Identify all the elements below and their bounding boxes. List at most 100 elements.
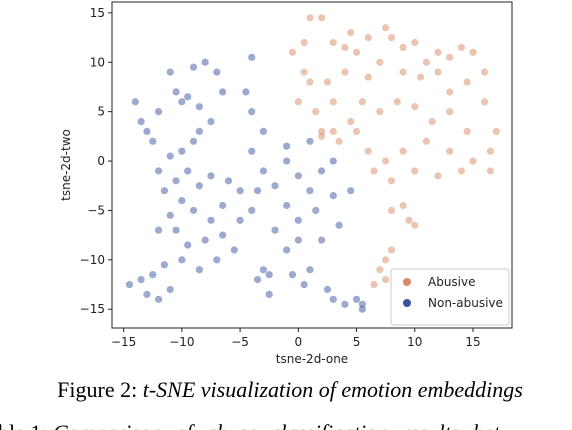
point [160, 187, 169, 195]
point [131, 98, 139, 106]
point [352, 295, 361, 303]
point [387, 246, 396, 254]
point [248, 206, 256, 215]
point [253, 187, 262, 195]
point [306, 266, 314, 274]
point [125, 280, 134, 289]
point [329, 127, 337, 136]
point [469, 157, 477, 165]
point [376, 108, 384, 116]
y-tick-label: −5 [87, 203, 105, 217]
point [335, 137, 343, 145]
point [347, 117, 355, 126]
point [481, 68, 489, 76]
point [154, 167, 163, 175]
point [248, 108, 256, 116]
point [137, 117, 145, 126]
x-tick-label: −10 [169, 335, 194, 349]
x-tick-label: 15 [465, 335, 480, 349]
point [364, 147, 372, 155]
point [347, 29, 355, 37]
point [411, 167, 419, 175]
point [207, 172, 215, 180]
point [219, 88, 227, 96]
point [178, 256, 186, 264]
point [219, 201, 227, 210]
point [358, 98, 366, 106]
point [457, 43, 465, 52]
point [154, 295, 163, 303]
point [143, 127, 151, 136]
point [294, 236, 302, 244]
point [486, 167, 495, 175]
x-tick-label: 0 [294, 335, 302, 349]
point [329, 192, 337, 200]
point [154, 108, 163, 116]
caption-text: t-SNE visualization of emotion embedding… [143, 377, 523, 402]
point [446, 147, 454, 155]
legend-label: Non-abusive [428, 296, 503, 310]
point [382, 275, 390, 284]
point [486, 147, 495, 155]
point [446, 88, 454, 96]
point [166, 68, 174, 76]
next-caption-text: Comparison of abuse classification resul… [53, 420, 515, 430]
next-caption: ble 1: Comparison of abuse classificatio… [0, 420, 515, 430]
point [149, 137, 157, 145]
point [184, 167, 192, 175]
point [288, 48, 297, 56]
point [446, 108, 454, 116]
point [201, 236, 209, 244]
point [358, 305, 366, 313]
point [376, 266, 384, 274]
point [283, 142, 291, 150]
point [283, 157, 291, 165]
figure-caption: Figure 2: t-SNE visualization of emotion… [57, 377, 523, 402]
point [294, 172, 302, 180]
point [428, 117, 436, 126]
point [271, 182, 279, 190]
y-tick-label: 5 [97, 105, 105, 119]
point [387, 206, 396, 215]
point [422, 137, 431, 145]
point [253, 275, 262, 284]
point [172, 88, 180, 96]
point [172, 226, 180, 234]
point [387, 33, 396, 42]
point [189, 63, 198, 71]
point [341, 68, 349, 76]
point [416, 73, 425, 81]
point [446, 53, 454, 61]
point [166, 152, 174, 160]
y-tick-label: 15 [90, 6, 105, 20]
point [318, 236, 326, 244]
point [207, 117, 215, 126]
point [248, 147, 256, 155]
point [288, 271, 297, 279]
point [329, 295, 337, 303]
point [318, 14, 326, 22]
point [318, 132, 326, 140]
point [306, 14, 314, 22]
point [306, 137, 314, 145]
point [411, 221, 419, 229]
next-caption-label: ble 1: [0, 420, 48, 430]
point [352, 48, 361, 56]
point [347, 187, 355, 195]
point [312, 108, 320, 116]
point [405, 216, 413, 224]
point [370, 167, 378, 175]
point [172, 177, 180, 185]
x-tick-label: 10 [407, 335, 422, 349]
point [143, 290, 151, 299]
x-tick-label: −15 [111, 335, 136, 349]
point [422, 58, 431, 66]
point [481, 98, 489, 106]
point [463, 127, 471, 136]
point [259, 127, 267, 136]
legend-marker [403, 299, 411, 307]
point [213, 68, 221, 76]
point [387, 177, 396, 185]
y-axis-label: tsne-2d-two [59, 129, 73, 201]
